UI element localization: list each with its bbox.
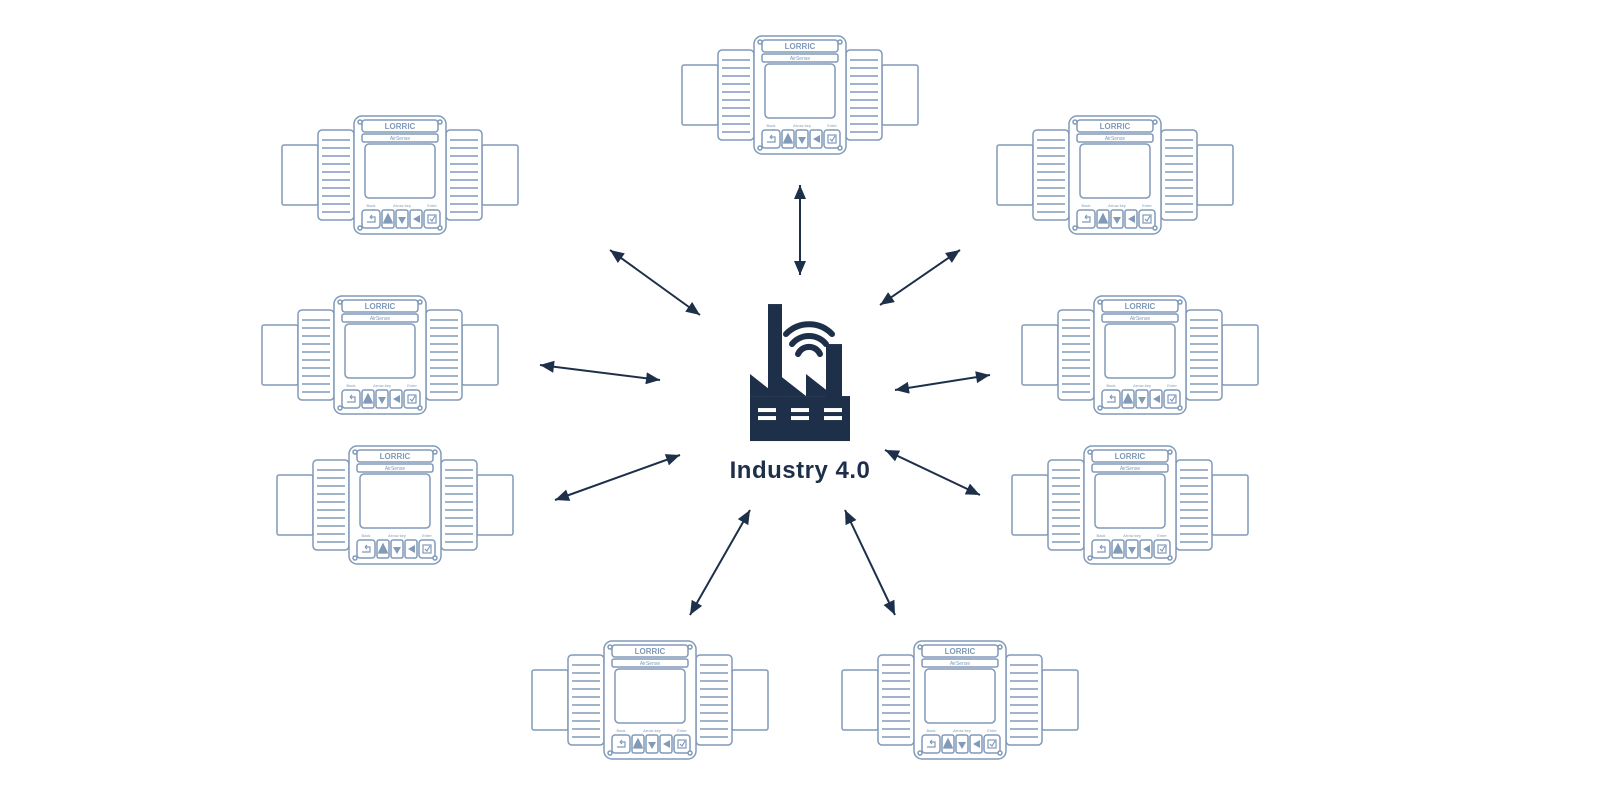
svg-text:Enter: Enter [987,728,997,733]
svg-text:AirSense: AirSense [385,466,406,472]
svg-text:Back: Back [347,383,356,388]
svg-text:LORRIC: LORRIC [365,302,396,311]
device-node: LORRIC AirSense Back Arrow key Enter [995,110,1235,240]
device-node: LORRIC AirSense Back Arrow key Enter [280,110,520,240]
svg-text:Enter: Enter [1157,533,1167,538]
center-hub: Industry 4.0 [720,296,880,485]
svg-text:Arrow key: Arrow key [793,123,811,128]
bidirectional-arrow [540,365,660,380]
device-node: LORRIC AirSense Back Arrow key Enter [1020,290,1260,420]
svg-text:Arrow key: Arrow key [953,728,971,733]
svg-text:Arrow key: Arrow key [373,383,391,388]
svg-text:Arrow key: Arrow key [393,203,411,208]
svg-text:LORRIC: LORRIC [1115,452,1146,461]
svg-text:Enter: Enter [1142,203,1152,208]
svg-text:Enter: Enter [407,383,417,388]
svg-text:Arrow key: Arrow key [1133,383,1151,388]
svg-text:LORRIC: LORRIC [1100,122,1131,131]
svg-text:Back: Back [927,728,936,733]
svg-text:Arrow key: Arrow key [1123,533,1141,538]
bidirectional-arrow [610,250,700,315]
svg-text:LORRIC: LORRIC [380,452,411,461]
svg-text:AirSense: AirSense [640,661,661,667]
svg-text:AirSense: AirSense [370,316,391,322]
svg-text:LORRIC: LORRIC [1125,302,1156,311]
svg-text:Arrow key: Arrow key [388,533,406,538]
diagram-canvas: Industry 4.0 [0,0,1600,800]
svg-text:LORRIC: LORRIC [945,647,976,656]
svg-text:Back: Back [362,533,371,538]
bidirectional-arrow [690,510,750,615]
svg-text:Back: Back [767,123,776,128]
device-node: LORRIC AirSense Back Arrow key Enter [275,440,515,570]
svg-text:Enter: Enter [422,533,432,538]
factory-icon [720,296,880,446]
svg-text:LORRIC: LORRIC [635,647,666,656]
bidirectional-arrow [845,510,895,615]
bidirectional-arrow [885,450,980,495]
device-node: LORRIC AirSense Back Arrow key Enter [840,635,1080,765]
svg-text:Arrow key: Arrow key [643,728,661,733]
svg-text:AirSense: AirSense [1105,136,1126,142]
svg-text:LORRIC: LORRIC [385,122,416,131]
device-node: LORRIC AirSense Back Arrow key Enter [530,635,770,765]
svg-text:AirSense: AirSense [950,661,971,667]
svg-text:Enter: Enter [427,203,437,208]
bidirectional-arrow [895,375,990,390]
svg-text:Back: Back [1082,203,1091,208]
svg-text:Enter: Enter [677,728,687,733]
svg-text:AirSense: AirSense [790,56,811,62]
svg-text:AirSense: AirSense [1120,466,1141,472]
svg-text:Enter: Enter [827,123,837,128]
svg-text:Enter: Enter [1167,383,1177,388]
bidirectional-arrow [555,455,680,500]
bidirectional-arrow [880,250,960,305]
svg-text:Back: Back [1107,383,1116,388]
svg-text:Back: Back [1097,533,1106,538]
svg-text:LORRIC: LORRIC [785,42,816,51]
svg-text:Back: Back [367,203,376,208]
svg-text:Back: Back [617,728,626,733]
svg-text:AirSense: AirSense [1130,316,1151,322]
svg-text:Arrow key: Arrow key [1108,203,1126,208]
center-label: Industry 4.0 [720,457,880,485]
device-node: LORRIC AirSense Back Arrow key Enter [260,290,500,420]
svg-text:AirSense: AirSense [390,136,411,142]
device-node: LORRIC AirSense Back Arrow key Enter [1010,440,1250,570]
device-node: LORRIC AirSense Back Arrow key Enter [680,30,920,160]
